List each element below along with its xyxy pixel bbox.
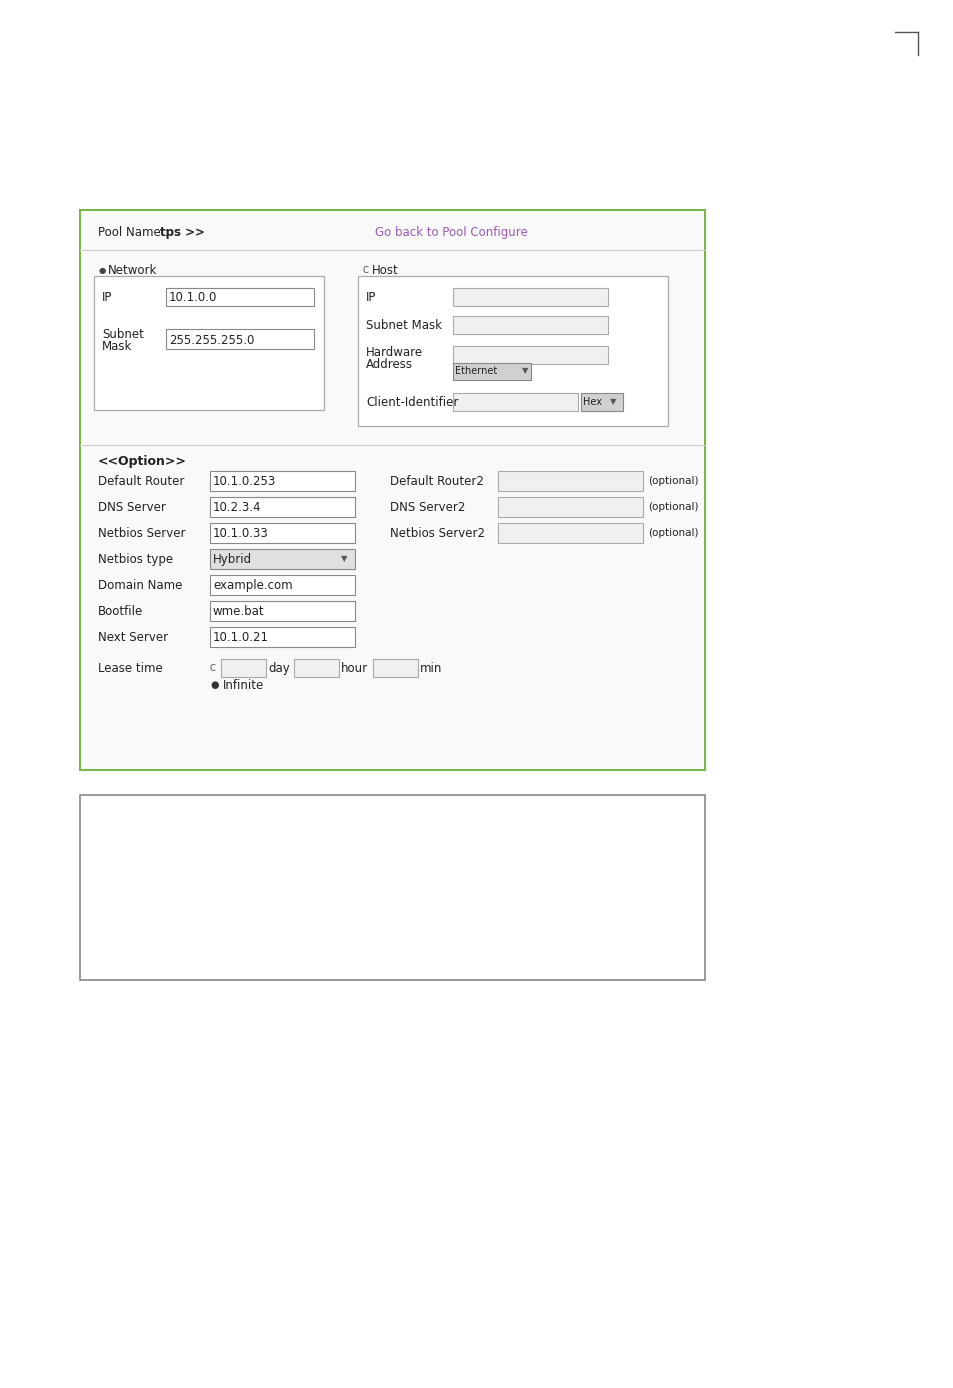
Text: DNS Server: DNS Server [98, 501, 166, 514]
FancyBboxPatch shape [210, 575, 355, 595]
FancyBboxPatch shape [373, 659, 417, 677]
FancyBboxPatch shape [166, 329, 314, 348]
Text: Subnet Mask: Subnet Mask [366, 318, 441, 332]
FancyBboxPatch shape [453, 287, 607, 305]
FancyBboxPatch shape [357, 276, 667, 426]
FancyBboxPatch shape [453, 364, 531, 380]
Text: Bootfile: Bootfile [98, 605, 143, 618]
Text: ●: ● [210, 680, 218, 690]
Text: (optional): (optional) [647, 502, 698, 512]
Text: C: C [210, 663, 215, 673]
Text: Infinite: Infinite [223, 679, 264, 691]
Text: ▼: ▼ [340, 554, 347, 564]
FancyBboxPatch shape [453, 316, 607, 335]
Text: <<Option>>: <<Option>> [98, 454, 187, 468]
FancyBboxPatch shape [453, 346, 607, 364]
FancyBboxPatch shape [497, 497, 642, 516]
FancyBboxPatch shape [453, 393, 578, 411]
Text: Hex: Hex [582, 397, 601, 407]
Text: Hybrid: Hybrid [213, 552, 252, 565]
FancyBboxPatch shape [497, 523, 642, 543]
Text: 10.1.0.33: 10.1.0.33 [213, 526, 269, 540]
Text: 255.255.255.0: 255.255.255.0 [169, 333, 254, 347]
FancyBboxPatch shape [210, 627, 355, 647]
FancyBboxPatch shape [210, 550, 355, 569]
Text: tps >>: tps >> [160, 225, 205, 239]
FancyBboxPatch shape [497, 471, 642, 491]
Text: day: day [268, 662, 290, 675]
Text: Go back to Pool Configure: Go back to Pool Configure [375, 225, 527, 239]
Text: Address: Address [366, 358, 413, 371]
Text: min: min [419, 662, 442, 675]
Text: (optional): (optional) [647, 476, 698, 486]
Text: Lease time: Lease time [98, 662, 163, 675]
Text: Netbios type: Netbios type [98, 552, 172, 565]
Text: Hardware: Hardware [366, 346, 423, 358]
FancyBboxPatch shape [221, 659, 266, 677]
Text: Netbios Server2: Netbios Server2 [390, 526, 484, 540]
Text: Pool Name :: Pool Name : [98, 225, 172, 239]
FancyBboxPatch shape [580, 393, 622, 411]
Text: Netbios Server: Netbios Server [98, 526, 185, 540]
Text: Default Router2: Default Router2 [390, 475, 483, 487]
Text: IP: IP [366, 290, 376, 304]
FancyBboxPatch shape [210, 471, 355, 491]
Text: Client-Identifier: Client-Identifier [366, 396, 457, 408]
Text: hour: hour [340, 662, 368, 675]
Text: IP: IP [102, 290, 112, 304]
Text: Network: Network [108, 264, 157, 276]
FancyBboxPatch shape [166, 287, 314, 305]
Text: wme.bat: wme.bat [213, 605, 264, 618]
FancyBboxPatch shape [210, 523, 355, 543]
Text: ▼: ▼ [521, 366, 528, 376]
Text: Domain Name: Domain Name [98, 579, 182, 591]
FancyBboxPatch shape [94, 276, 324, 409]
Text: Default Router: Default Router [98, 475, 184, 487]
Text: Next Server: Next Server [98, 630, 168, 644]
Text: 10.2.3.4: 10.2.3.4 [213, 501, 261, 514]
Text: ●: ● [99, 265, 106, 275]
Text: Subnet: Subnet [102, 328, 144, 340]
Text: 10.1.0.0: 10.1.0.0 [169, 290, 217, 304]
Text: C: C [363, 265, 369, 275]
FancyBboxPatch shape [80, 795, 704, 980]
Text: 10.1.0.21: 10.1.0.21 [213, 630, 269, 644]
Text: Mask: Mask [102, 340, 132, 353]
Text: ▼: ▼ [609, 397, 616, 407]
FancyBboxPatch shape [294, 659, 338, 677]
Text: Host: Host [372, 264, 398, 276]
Text: Ethernet: Ethernet [455, 366, 497, 376]
Text: example.com: example.com [213, 579, 293, 591]
FancyBboxPatch shape [80, 210, 704, 770]
Text: 10.1.0.253: 10.1.0.253 [213, 475, 276, 487]
Text: (optional): (optional) [647, 527, 698, 539]
FancyBboxPatch shape [210, 497, 355, 516]
FancyBboxPatch shape [210, 601, 355, 620]
Text: DNS Server2: DNS Server2 [390, 501, 465, 514]
